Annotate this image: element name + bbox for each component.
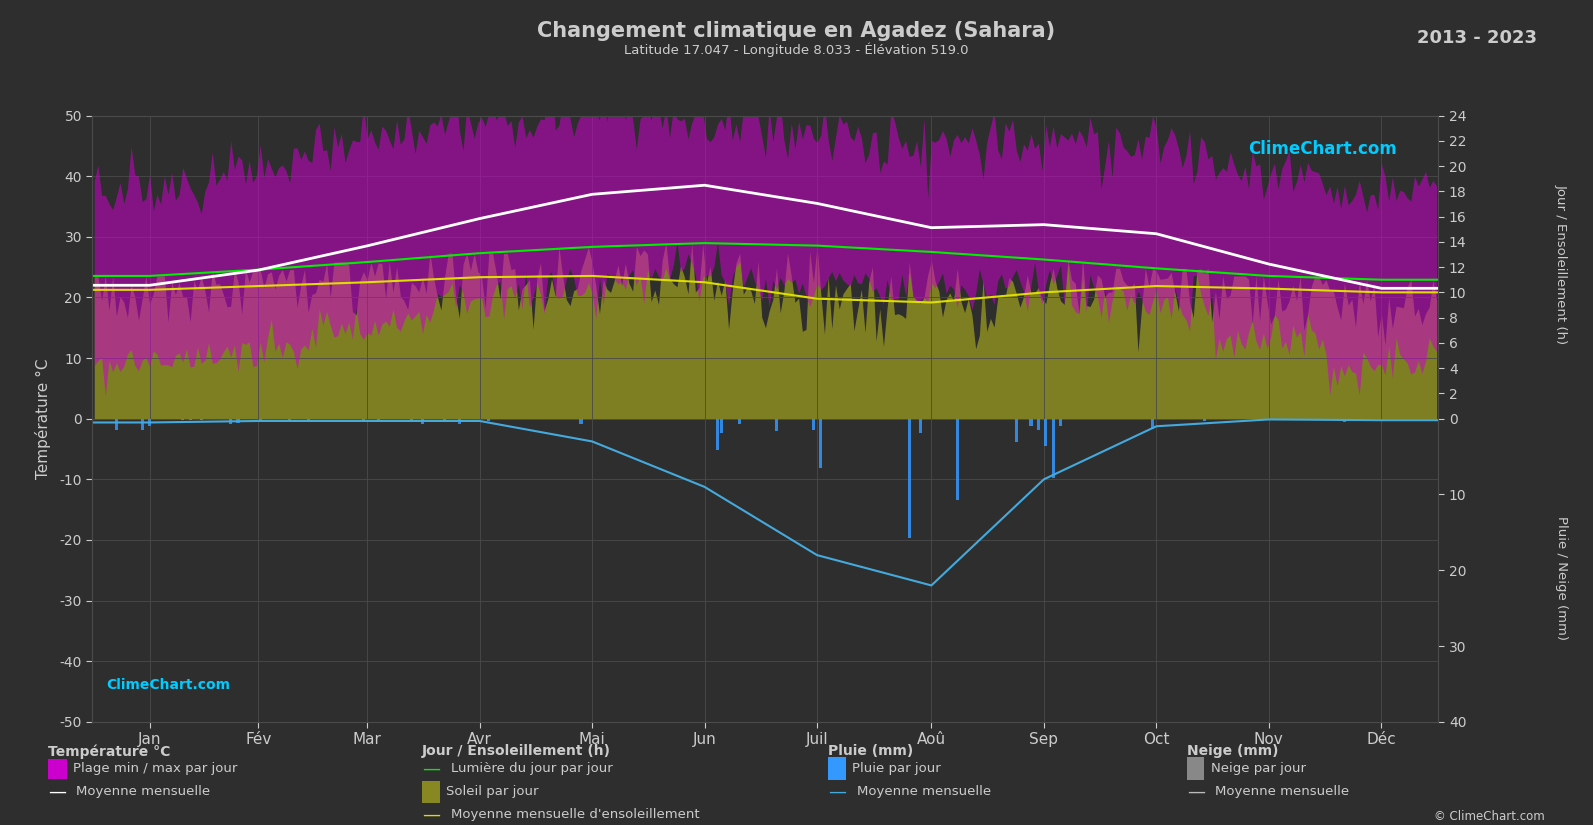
- Bar: [1343, 419, 1346, 422]
- Text: Moyenne mensuelle: Moyenne mensuelle: [857, 785, 991, 799]
- Text: Pluie / Neige (mm): Pluie / Neige (mm): [1555, 516, 1568, 639]
- Text: ClimeChart.com: ClimeChart.com: [105, 677, 229, 691]
- Bar: [140, 419, 143, 430]
- Text: —: —: [828, 783, 846, 801]
- Text: Soleil par jour: Soleil par jour: [446, 785, 538, 799]
- Bar: [236, 419, 239, 423]
- Bar: [738, 419, 741, 424]
- Bar: [443, 419, 446, 420]
- Bar: [715, 419, 718, 450]
- Bar: [812, 419, 816, 430]
- Bar: [421, 419, 424, 424]
- Text: Jour / Ensoleillement (h): Jour / Ensoleillement (h): [1555, 184, 1568, 344]
- Bar: [188, 419, 191, 420]
- Text: Moyenne mensuelle: Moyenne mensuelle: [76, 785, 210, 799]
- Text: Pluie (mm): Pluie (mm): [828, 744, 914, 758]
- Bar: [1051, 419, 1055, 478]
- Bar: [376, 419, 379, 421]
- Bar: [1152, 419, 1155, 429]
- Text: © ClimeChart.com: © ClimeChart.com: [1434, 810, 1545, 823]
- Bar: [199, 419, 202, 420]
- Bar: [258, 419, 261, 420]
- Bar: [819, 419, 822, 468]
- Bar: [487, 419, 491, 421]
- Text: Neige par jour: Neige par jour: [1211, 762, 1306, 776]
- Bar: [148, 419, 151, 427]
- Bar: [229, 419, 233, 423]
- Bar: [115, 419, 118, 430]
- Bar: [774, 419, 777, 431]
- Bar: [1203, 419, 1206, 422]
- Text: Pluie par jour: Pluie par jour: [852, 762, 941, 776]
- Text: Plage min / max par jour: Plage min / max par jour: [73, 762, 237, 776]
- Bar: [182, 419, 185, 420]
- Bar: [720, 419, 723, 433]
- Text: Latitude 17.047 - Longitude 8.033 - Élévation 519.0: Latitude 17.047 - Longitude 8.033 - Élév…: [624, 43, 969, 58]
- Bar: [908, 419, 911, 538]
- Text: 2013 - 2023: 2013 - 2023: [1418, 29, 1537, 47]
- Bar: [580, 419, 583, 424]
- Text: Température °C: Température °C: [48, 744, 170, 759]
- Text: —: —: [422, 805, 440, 823]
- Bar: [1037, 419, 1040, 430]
- Text: —: —: [1187, 783, 1204, 801]
- Text: Moyenne mensuelle: Moyenne mensuelle: [1215, 785, 1349, 799]
- Text: Changement climatique en Agadez (Sahara): Changement climatique en Agadez (Sahara): [537, 21, 1056, 40]
- Bar: [1015, 419, 1018, 442]
- Text: Neige (mm): Neige (mm): [1187, 744, 1278, 758]
- Text: ClimeChart.com: ClimeChart.com: [1247, 139, 1397, 158]
- Text: Jour / Ensoleillement (h): Jour / Ensoleillement (h): [422, 744, 612, 758]
- Text: Moyenne mensuelle d'ensoleillement: Moyenne mensuelle d'ensoleillement: [451, 808, 699, 821]
- Text: —: —: [48, 783, 65, 801]
- Bar: [288, 419, 292, 421]
- Bar: [362, 419, 365, 421]
- Bar: [409, 419, 413, 420]
- Text: Lumière du jour par jour: Lumière du jour par jour: [451, 762, 613, 776]
- Y-axis label: Température °C: Température °C: [35, 358, 51, 479]
- Bar: [956, 419, 959, 500]
- Bar: [1029, 419, 1032, 426]
- Bar: [457, 419, 460, 424]
- Bar: [306, 419, 309, 420]
- Bar: [1059, 419, 1063, 427]
- Bar: [919, 419, 922, 433]
- Bar: [1043, 419, 1047, 446]
- Text: —: —: [422, 760, 440, 778]
